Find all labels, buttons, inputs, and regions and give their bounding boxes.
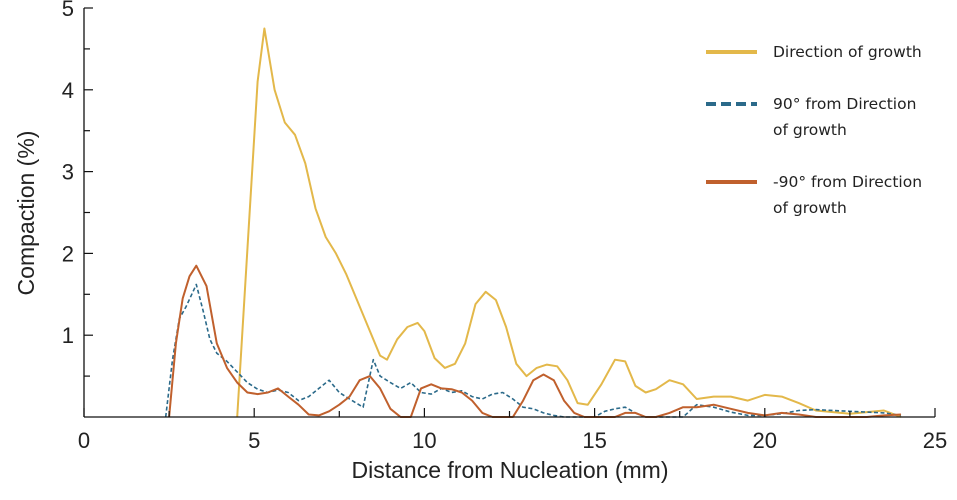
series-line-3 xyxy=(168,264,902,418)
legend-label-3: -90° from Direction xyxy=(773,173,922,191)
y-axis-title: Compaction (%) xyxy=(13,131,39,296)
x-axis-title: Distance from Nucleation (mm) xyxy=(352,457,669,483)
x-tick-label: 25 xyxy=(923,428,947,453)
y-tick-label: 1 xyxy=(62,323,74,348)
plot-lines xyxy=(164,27,902,418)
legend: Direction of growth 90° from Direction of … xyxy=(706,43,922,217)
y-tick-label: 2 xyxy=(62,241,74,266)
y-tick-label: 5 xyxy=(62,0,74,21)
tick-labels: 0 5 10 15 20 25 1 2 3 4 5 xyxy=(62,0,947,453)
y-tick-label: 4 xyxy=(62,78,74,103)
x-tick-label: 20 xyxy=(753,428,777,453)
x-tick-label: 5 xyxy=(248,428,260,453)
legend-label-1: Direction of growth xyxy=(773,43,922,61)
y-tick-label: 3 xyxy=(62,160,74,185)
x-tick-label: 10 xyxy=(412,428,436,453)
series-line-2 xyxy=(164,283,902,418)
x-tick-label: 15 xyxy=(582,428,606,453)
x-tick-label: 0 xyxy=(78,428,90,453)
axes xyxy=(83,7,936,418)
series-line-1 xyxy=(236,27,902,418)
legend-label-3: of growth xyxy=(773,199,847,217)
legend-label-2: 90° from Direction xyxy=(773,95,916,113)
legend-label-2: of growth xyxy=(773,121,847,139)
